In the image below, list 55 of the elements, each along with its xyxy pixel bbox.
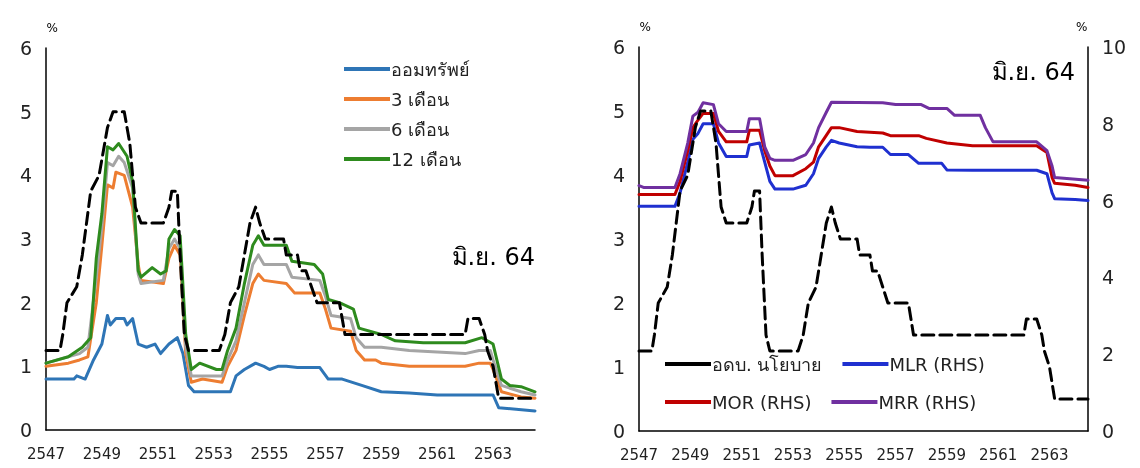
y-axis-title: % <box>46 21 58 35</box>
y-tick-label: 3 <box>19 228 32 250</box>
y-tick-label: 3 <box>612 228 625 250</box>
y-tick-label: 6 <box>612 36 625 58</box>
y2-tick-label: 0 <box>1102 420 1115 442</box>
annotation: มิ.ย. 64 <box>991 58 1076 86</box>
y-tick-label: 1 <box>612 356 625 378</box>
line-series <box>44 313 537 413</box>
legend-label: อดบ. นโยบาย <box>712 353 823 375</box>
x-tick-label: 2557 <box>876 445 915 464</box>
x-tick-label: 2561 <box>418 444 457 463</box>
legend-label: MLR (RHS) <box>889 353 985 375</box>
x-tick-label: 2549 <box>82 444 121 463</box>
x-tick-label: 2563 <box>1030 445 1069 464</box>
x-tick-label: 2563 <box>473 444 513 463</box>
x-tick-label: 2547 <box>26 444 66 463</box>
y2-tick-label: 2 <box>1102 343 1115 366</box>
x-tick-label: 2557 <box>306 444 345 463</box>
y-tick-label: 6 <box>19 37 32 59</box>
y-tick-label: 2 <box>612 292 625 314</box>
y-tick-label: 4 <box>612 164 625 186</box>
x-tick-label: 2559 <box>362 444 401 463</box>
y2-axis-title: % <box>1076 20 1088 34</box>
legend-label: 12 เดือน <box>391 148 461 170</box>
legend-label: MOR (RHS) <box>712 391 812 413</box>
x-tick-label: 2553 <box>194 444 233 463</box>
x-tick-label: 2551 <box>138 444 177 463</box>
line-series <box>637 100 1090 190</box>
y-tick-label: 0 <box>19 419 32 441</box>
y2-tick-label: 8 <box>1102 112 1115 135</box>
y2-tick-label: 10 <box>1102 36 1127 58</box>
y-tick-label: 5 <box>612 100 625 122</box>
y-tick-label: 4 <box>19 164 32 187</box>
y-tick-label: 0 <box>612 420 625 442</box>
x-tick-label: 2555 <box>825 445 864 464</box>
legend-label: 3 เดือน <box>391 88 450 110</box>
y-tick-label: 2 <box>19 291 32 314</box>
y-tick-label: 1 <box>19 355 32 378</box>
x-tick-label: 2553 <box>773 445 813 464</box>
x-tick-label: 2551 <box>722 445 761 464</box>
y-axis-title: % <box>639 20 651 34</box>
x-tick-label: 2549 <box>671 445 710 464</box>
y2-tick-label: 4 <box>1102 266 1115 289</box>
legend-label: ออมทรัพย์ <box>391 58 470 80</box>
line-series <box>637 122 1090 208</box>
x-tick-label: 2559 <box>927 445 966 464</box>
annotation: มิ.ย. 64 <box>451 243 536 271</box>
line-series <box>637 111 1090 196</box>
x-tick-label: 2561 <box>979 445 1018 464</box>
legend-label: MRR (RHS) <box>878 391 977 413</box>
legend-label: 6 เดือน <box>391 118 450 140</box>
y-tick-label: 5 <box>19 100 32 123</box>
x-tick-label: 2547 <box>619 445 659 464</box>
y2-tick-label: 6 <box>1102 189 1115 212</box>
x-tick-label: 2555 <box>250 444 289 463</box>
